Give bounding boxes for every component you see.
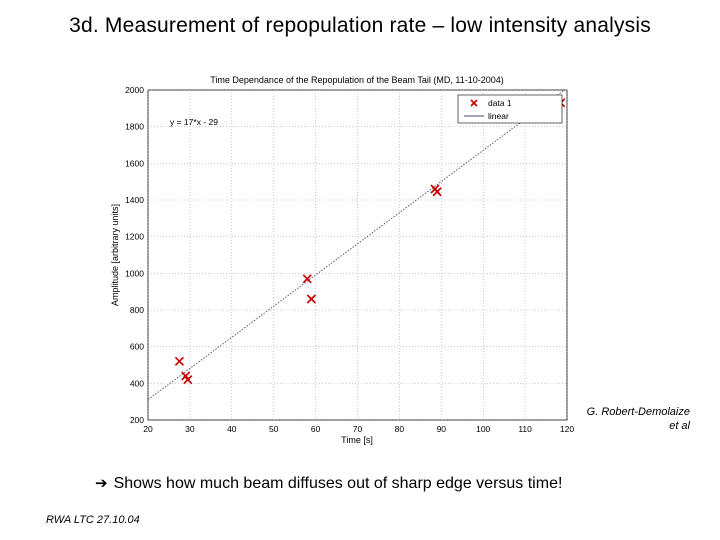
data-point — [183, 375, 193, 385]
x-tick-label: 90 — [437, 424, 447, 434]
x-tick-label: 70 — [353, 424, 363, 434]
legend: data 1 linear — [457, 94, 563, 124]
chart-title: Time Dependance of the Repopulation of t… — [210, 75, 504, 85]
data-point — [432, 187, 442, 197]
y-tick-label: 400 — [130, 378, 144, 388]
y-tick-label: 1200 — [125, 232, 144, 242]
legend-label-linear: linear — [488, 111, 509, 121]
x-tick-label: 80 — [395, 424, 405, 434]
legend-label-data: data 1 — [488, 98, 512, 108]
y-tick-label: 1600 — [125, 158, 144, 168]
footer-note: RWA LTC 27.10.04 — [46, 514, 140, 526]
y-tick-label: 1400 — [125, 195, 144, 205]
x-tick-label: 60 — [311, 424, 321, 434]
x-tick-label: 40 — [227, 424, 237, 434]
legend-box — [457, 94, 563, 124]
author-credit: G. Robert-Demolaize et al — [570, 405, 690, 433]
data-point — [302, 274, 312, 284]
x-tick-label: 100 — [476, 424, 490, 434]
x-tick-label: 20 — [143, 424, 153, 434]
x-tick-label: 30 — [185, 424, 195, 434]
data-point — [306, 294, 317, 304]
y-tick-label: 1800 — [125, 122, 144, 132]
slide-title: 3d. Measurement of repopulation rate – l… — [69, 14, 651, 37]
y-tick-label: 800 — [130, 305, 144, 315]
legend-marker-data — [470, 99, 478, 107]
credit-etal: et al — [669, 420, 690, 432]
x-tick-label: 110 — [518, 424, 532, 434]
y-tick-label: 2000 — [125, 85, 144, 95]
fit-annotation: y = 17*x - 29 — [170, 117, 218, 127]
y-axis-label: Amplitude [arbitrary units] — [110, 204, 120, 306]
y-tick-label: 200 — [130, 415, 144, 425]
caption-text: Shows how much beam diffuses out of shar… — [113, 475, 563, 492]
y-tick-label: 600 — [130, 342, 144, 352]
credit-author: G. Robert-Demolaize — [586, 406, 690, 418]
fit-line — [147, 89, 565, 401]
caption: ➔ Shows how much beam diffuses out of sha… — [95, 474, 562, 493]
arrow-icon: ➔ — [95, 475, 108, 492]
x-tick-label: 120 — [560, 424, 574, 434]
y-tick-label: 1000 — [125, 268, 144, 278]
data-point — [174, 356, 185, 366]
x-axis-label: Time [s] — [341, 435, 373, 445]
x-tick-label: 50 — [269, 424, 279, 434]
